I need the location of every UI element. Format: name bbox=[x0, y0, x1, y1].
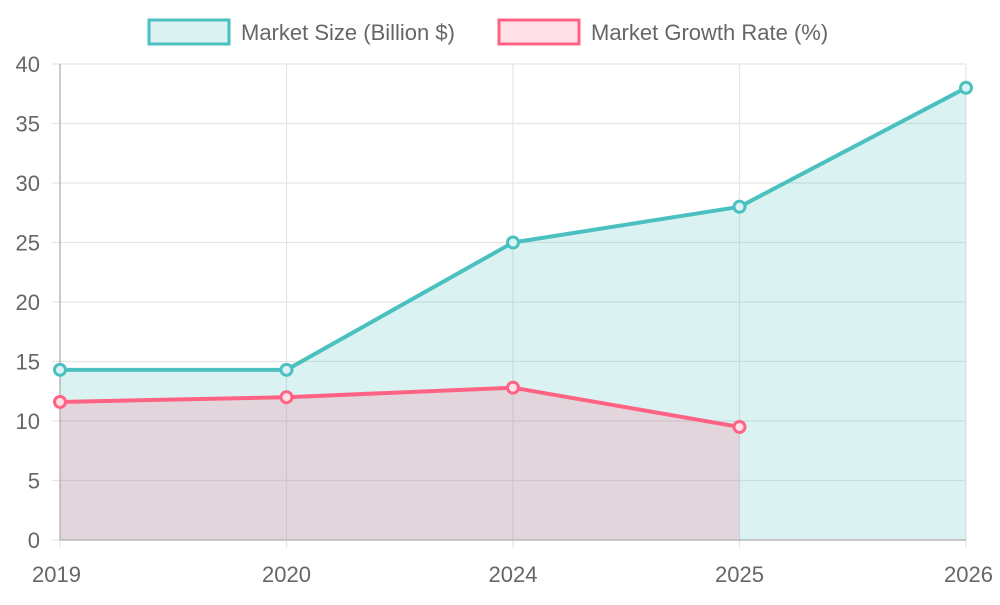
data-point-series-1 bbox=[506, 380, 520, 395]
y-tick-label: 25 bbox=[16, 231, 40, 256]
data-point-series-1 bbox=[279, 390, 294, 405]
x-tick-label: 2024 bbox=[489, 562, 538, 587]
x-tick-labels: 2019 2020 2024 2025 2026 bbox=[32, 562, 993, 587]
legend-item: Market Growth Rate (%) bbox=[497, 18, 828, 46]
legend-item: Market Size (Billion $) bbox=[147, 18, 455, 46]
data-point-series-1 bbox=[53, 394, 67, 409]
legend-label: Market Size (Billion $) bbox=[241, 20, 455, 45]
y-tick-label: 10 bbox=[16, 409, 40, 434]
data-point-series-0 bbox=[959, 80, 973, 95]
y-tick-label: 20 bbox=[16, 290, 40, 315]
area-fill-series-1 bbox=[60, 387, 740, 540]
legend: Market Size (Billion $) Market Growth Rat… bbox=[147, 18, 828, 46]
data-point-series-0 bbox=[732, 199, 747, 214]
y-tick-label: 40 bbox=[16, 52, 40, 77]
data-point-series-0 bbox=[53, 362, 67, 377]
x-tick-label: 2025 bbox=[715, 562, 764, 587]
y-tick-label: 5 bbox=[28, 469, 40, 494]
legend-label: Market Growth Rate (%) bbox=[591, 20, 828, 45]
y-tick-label: 30 bbox=[16, 171, 40, 196]
x-tick-label: 2020 bbox=[262, 562, 311, 587]
data-point-series-1 bbox=[732, 419, 747, 434]
y-tick-label: 0 bbox=[28, 528, 40, 553]
legend-swatch bbox=[147, 18, 231, 46]
data-points bbox=[53, 80, 973, 434]
data-point-series-0 bbox=[506, 235, 520, 250]
x-tick-label: 2026 bbox=[944, 562, 993, 587]
x-tick-label: 2019 bbox=[32, 562, 81, 587]
axes bbox=[59, 64, 966, 541]
y-tick-label: 15 bbox=[16, 350, 40, 375]
y-tick-label: 35 bbox=[16, 112, 40, 137]
y-tick-labels: 0 5 10 15 20 25 30 35 40 bbox=[16, 52, 40, 553]
series-line-1 bbox=[59, 385, 740, 429]
data-point-series-0 bbox=[279, 362, 294, 377]
legend-swatch bbox=[497, 18, 581, 46]
